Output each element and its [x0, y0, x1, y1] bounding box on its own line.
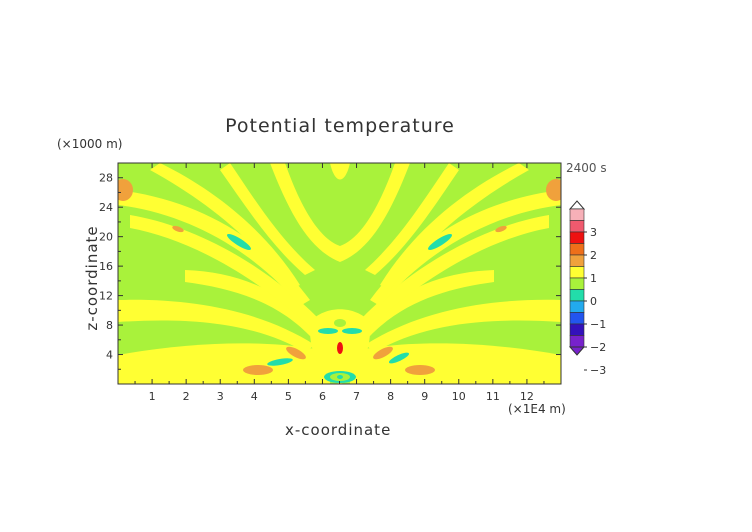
positive-blob — [243, 365, 273, 375]
y-tick-label: 12 — [99, 290, 113, 303]
x-tick-label: 5 — [285, 390, 292, 403]
positive-band — [118, 343, 330, 384]
y-tick-label: 24 — [99, 201, 113, 214]
colorbar-swatch — [569, 231, 585, 244]
time-label: 2400 s — [566, 161, 607, 175]
y-tick-label: 16 — [99, 260, 113, 273]
colorbar-swatch — [569, 243, 585, 256]
positive-band — [270, 163, 410, 262]
negative-blob — [342, 328, 362, 334]
x-tick-label: 7 — [353, 390, 360, 403]
positive-blob — [546, 179, 561, 201]
zero-blob — [334, 319, 346, 327]
positive-blob — [172, 225, 184, 233]
positive-band — [362, 270, 494, 336]
negative-blob — [427, 234, 453, 250]
colorbar: 3 2 1 0 −1 −2 −3 — [568, 200, 606, 377]
colorbar-swatch — [569, 300, 585, 313]
negative-blob — [267, 358, 293, 366]
y-tick-label: 4 — [106, 349, 113, 362]
positive-band — [150, 163, 300, 290]
colorbar-bottom-arrow — [568, 346, 586, 356]
x-tick-label: 12 — [520, 390, 534, 403]
x-tick-label: 9 — [421, 390, 428, 403]
colorbar-swatch — [569, 254, 585, 267]
x-tick-label: 8 — [387, 390, 394, 403]
x-tick-label: 3 — [217, 390, 224, 403]
positive-blob — [405, 365, 435, 375]
colorbar-swatch — [569, 323, 585, 336]
z-unit-label: (×1000 m) — [57, 137, 123, 151]
x-tick-label: 2 — [183, 390, 190, 403]
positive-band — [130, 215, 318, 325]
positive-band — [365, 163, 459, 275]
colorbar-label: 3 — [590, 226, 597, 239]
x-tick-label: 1 — [149, 390, 156, 403]
y-axis-ticks: 4 8 12 16 20 24 28 — [99, 172, 561, 370]
positive-blob — [118, 179, 133, 201]
colorbar-swatch — [569, 335, 585, 348]
positive-band — [380, 163, 529, 290]
negative-blob — [318, 328, 338, 334]
negative-blob — [388, 352, 410, 364]
positive-band — [370, 190, 561, 306]
colorbar-label: 1 — [590, 272, 597, 285]
x-axis-ticks: 1 2 3 4 5 6 7 8 9 10 11 12 — [134, 163, 545, 403]
x-unit-label: (×1E4 m) — [508, 402, 566, 416]
colorbar-label: 2 — [590, 249, 597, 262]
colorbar-label: −3 — [590, 364, 606, 377]
positive-blob — [337, 342, 343, 354]
colorbar-swatch — [569, 277, 585, 290]
negative-blob — [226, 234, 252, 250]
colorbar-swatch — [569, 220, 585, 233]
positive-band — [118, 299, 315, 352]
positive-band — [365, 299, 561, 352]
positive-blob — [286, 346, 306, 360]
colorbar-top-arrow — [568, 200, 586, 210]
y-tick-label: 28 — [99, 172, 113, 185]
colorbar-swatch — [569, 208, 585, 221]
contour-field — [118, 163, 561, 384]
colorbar-swatch — [569, 266, 585, 279]
positive-band — [220, 163, 315, 275]
x-tick-label: 10 — [452, 390, 466, 403]
positive-band — [185, 270, 318, 336]
colorbar-label: 0 — [590, 295, 597, 308]
positive-band — [330, 163, 350, 180]
x-tick-label: 11 — [486, 390, 500, 403]
chart-title: Potential temperature — [225, 115, 455, 137]
positive-blob — [373, 346, 393, 360]
positive-blob — [495, 225, 507, 233]
positive-band — [362, 215, 549, 325]
colorbar-label: −2 — [590, 341, 606, 354]
x-tick-label: 4 — [251, 390, 258, 403]
y-tick-label: 20 — [99, 231, 113, 244]
colorbar-label: −1 — [590, 318, 606, 331]
negative-blob — [337, 375, 343, 379]
x-tick-label: 6 — [319, 390, 326, 403]
colorbar-swatch — [569, 312, 585, 325]
y-tick-label: 8 — [106, 319, 113, 332]
positive-band — [118, 190, 310, 306]
colorbar-swatch — [569, 289, 585, 302]
x-axis-label: x-coordinate — [285, 421, 392, 439]
